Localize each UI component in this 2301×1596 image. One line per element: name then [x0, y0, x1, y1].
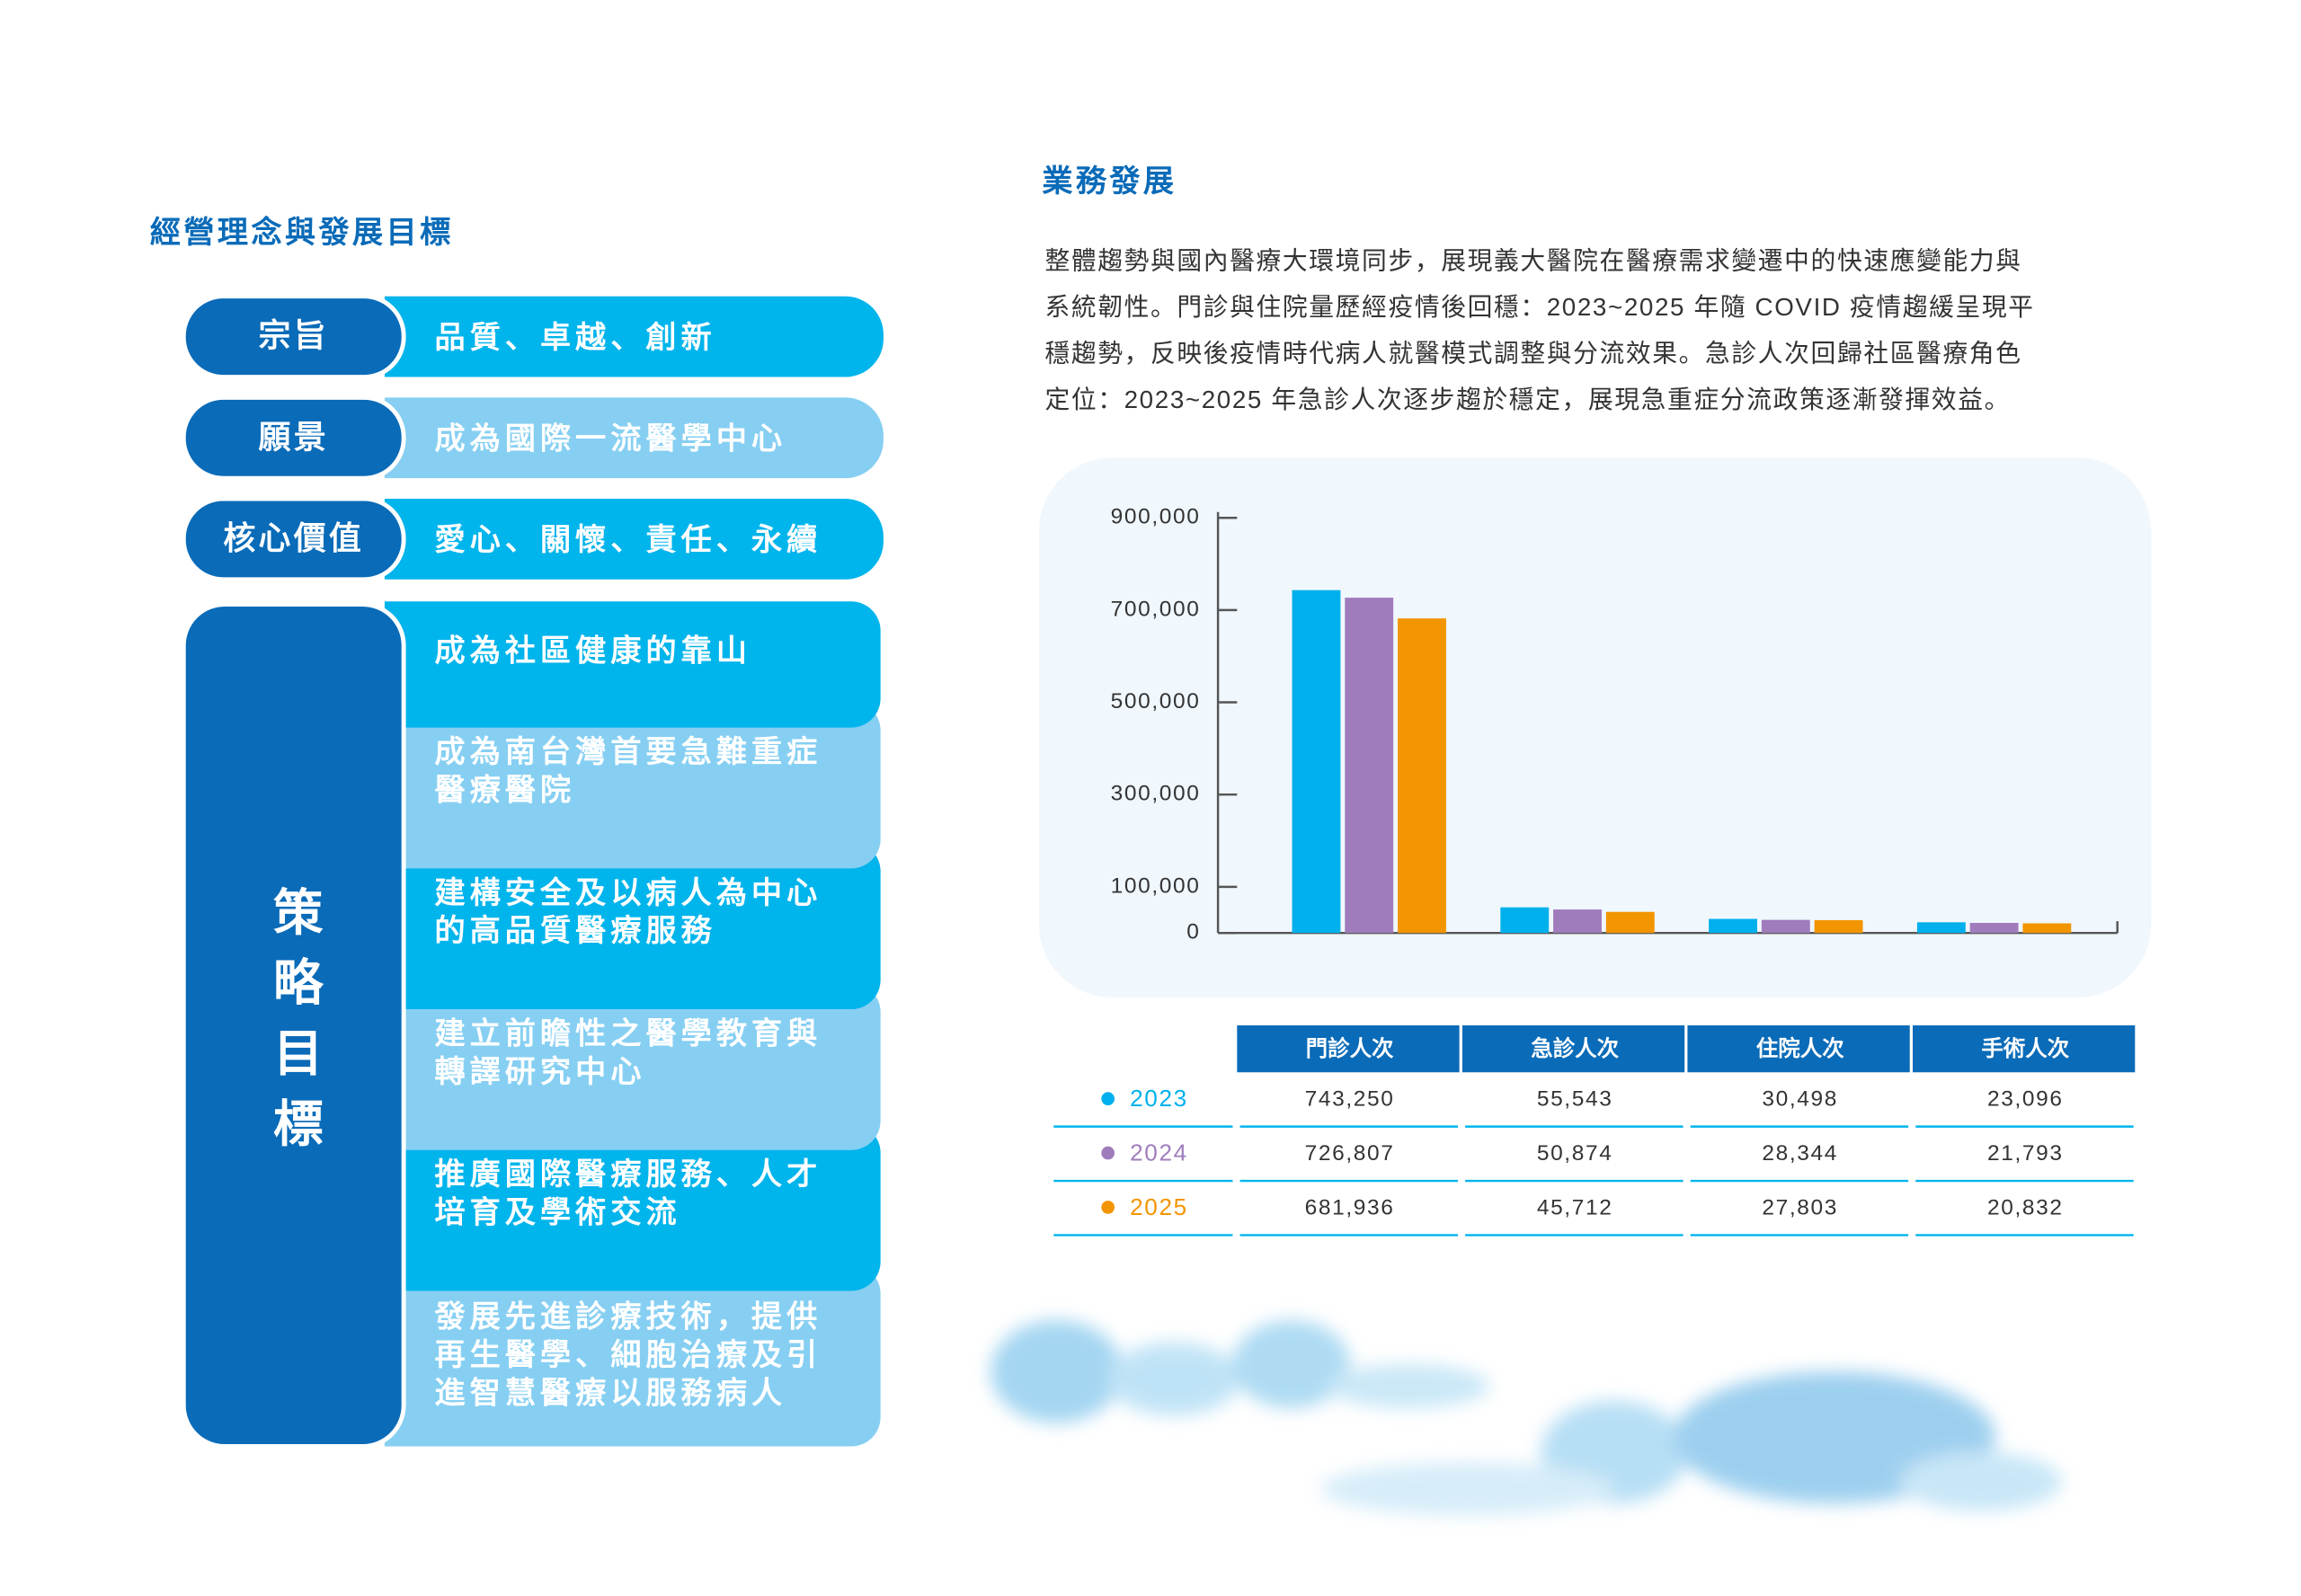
y-tick-label: 0 [1186, 920, 1200, 944]
table-header-cell [1687, 1025, 1910, 1073]
bar [1814, 919, 1863, 934]
row-label: 願景 [259, 418, 329, 455]
y-tick-label: 700,000 [1111, 597, 1201, 621]
goal-text: 成為社區健康的靠山 [434, 633, 751, 668]
table-cell: 30,498 [1762, 1087, 1838, 1112]
legend-dot [1101, 1146, 1115, 1160]
bar [1916, 922, 1966, 934]
row-year: 2025 [1130, 1193, 1188, 1220]
table-header: 手術人次 [1981, 1035, 2069, 1061]
goal-text: 醫療醫院 [434, 773, 575, 808]
goal-pill [384, 601, 881, 728]
goal-text: 轉譯研究中心 [434, 1055, 645, 1089]
table-header-cell [1237, 1025, 1460, 1073]
table-header: 門診人次 [1306, 1035, 1394, 1061]
table-cell: 23,096 [1987, 1087, 2064, 1112]
row-text: 愛心、關懷、責任、永續 [434, 523, 822, 557]
goal-text: 發展先進診療技術，提供 [433, 1300, 822, 1334]
row-label: 核心價值 [223, 519, 364, 556]
table-header: 住院人次 [1756, 1035, 1844, 1061]
table-header-cell [1913, 1025, 2136, 1073]
value-pill [384, 296, 884, 377]
bar [1398, 618, 1446, 934]
table-cell: 50,874 [1537, 1141, 1613, 1166]
bar [2022, 923, 2072, 934]
goal-pill [384, 1123, 881, 1291]
paragraph-line: 定位：2023~2025 年急診人次逐步趨於穩定，展現急重症分流政策逐漸發揮效益… [1044, 386, 2011, 413]
goal-pill [384, 1264, 881, 1447]
goal-text: 推廣國際醫療服務、人才 [434, 1157, 822, 1192]
goal-pill [384, 841, 881, 1010]
table-header: 急診人次 [1531, 1035, 1619, 1061]
value-pill [384, 499, 884, 580]
row-year: 2023 [1130, 1085, 1188, 1112]
y-tick-label: 100,000 [1111, 873, 1201, 898]
legend-dot [1101, 1201, 1115, 1214]
goal-pill [384, 701, 881, 869]
bar [1292, 590, 1341, 934]
bar [1709, 918, 1757, 934]
value-pill [384, 397, 884, 479]
table-cell: 55,543 [1537, 1087, 1613, 1112]
label-pill [181, 294, 406, 379]
goal-text: 的高品質醫療服務 [434, 914, 715, 948]
goal-label: 策略目標 [266, 886, 324, 1168]
label-pill [181, 496, 406, 582]
bar [1761, 919, 1810, 934]
goal-text: 再生醫學、細胞治療及引 [434, 1338, 822, 1372]
y-tick-label: 300,000 [1111, 782, 1201, 806]
table-cell: 28,344 [1762, 1141, 1838, 1166]
table-cell: 27,803 [1762, 1196, 1838, 1220]
bar [1969, 922, 2019, 934]
table-cell: 45,712 [1537, 1196, 1613, 1220]
table-cell: 21,793 [1987, 1141, 2064, 1166]
y-tick-label: 900,000 [1111, 505, 1201, 529]
paragraph-line: 整體趨勢與國內醫療大環境同步，展現義大醫院在醫療需求變遷中的快速應變能力與 [1044, 247, 2021, 275]
clouds [991, 1320, 2062, 1516]
bar [1605, 911, 1655, 934]
goal-text: 進智慧醫療以服務病人 [434, 1376, 786, 1410]
bar [1500, 907, 1550, 934]
paragraph-line: 穩趨勢，反映後疫情時代病人就醫模式調整與分流效果。急診人次回歸社區醫療角色 [1044, 339, 2021, 367]
goal-pill [384, 982, 881, 1150]
row-year: 2024 [1130, 1139, 1188, 1166]
bar [1553, 909, 1602, 934]
y-tick-label: 500,000 [1111, 689, 1201, 714]
table-cell: 681,936 [1305, 1196, 1395, 1220]
label-pill [181, 395, 406, 481]
goal-text: 培育及學術交流 [434, 1195, 680, 1230]
row-text: 成為國際一流醫學中心 [434, 422, 786, 457]
right-title: 業務發展 [1042, 164, 1177, 199]
goal-text: 成為南台灣首要急難重症 [434, 735, 822, 769]
paragraph-line: 系統韌性。門診與住院量歷經疫情後回穩：2023~2025 年隨 COVID 疫情… [1044, 293, 2034, 321]
row-text: 品質、卓越、創新 [434, 321, 715, 355]
table-header-cell [1461, 1025, 1685, 1073]
row-label: 宗旨 [259, 317, 329, 354]
table-cell: 726,807 [1305, 1141, 1395, 1166]
goal-text: 建構安全及以病人為中心 [434, 875, 822, 910]
bar [1345, 598, 1394, 934]
table-cell: 20,832 [1987, 1196, 2064, 1220]
goal-text: 建立前瞻性之醫學教育與 [434, 1016, 822, 1051]
left-title: 經營理念與發展目標 [150, 215, 454, 250]
legend-dot [1101, 1092, 1115, 1105]
table-cell: 743,250 [1305, 1087, 1395, 1112]
goal-label-pill [181, 602, 406, 1449]
